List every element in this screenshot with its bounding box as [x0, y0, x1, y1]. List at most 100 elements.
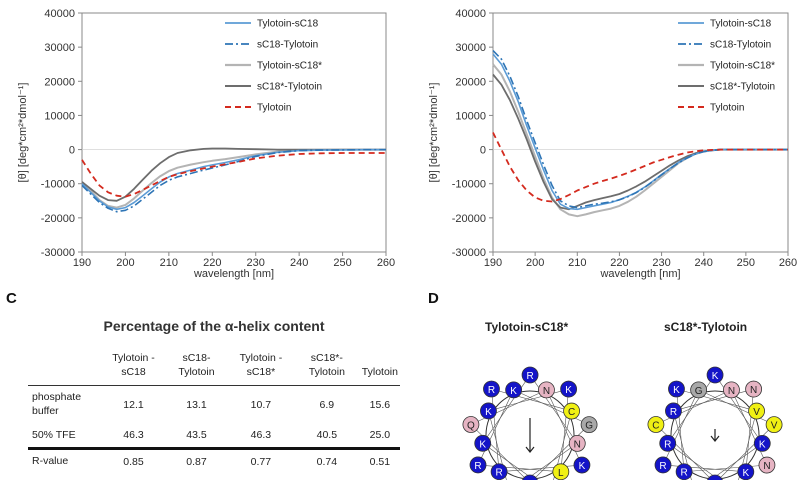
residue-letter: N [543, 386, 550, 397]
wheel-chord [553, 410, 572, 480]
residue-letter: K [510, 386, 517, 397]
residue-circle [580, 416, 598, 434]
x-tick-label: 210 [568, 257, 586, 269]
series-line-sc18-tylotoin [81, 148, 386, 213]
table-cell: 12.1 [123, 398, 144, 411]
table-corner [28, 350, 102, 386]
y-tick-label: 10000 [455, 110, 486, 122]
table-title: Percentage of the α-helix content [103, 318, 325, 334]
residue-circle [563, 402, 580, 420]
wheel-chord [673, 410, 692, 480]
series-line-tylotoin-sc18 [492, 53, 788, 211]
panel-d-letter: D [428, 290, 439, 307]
wheel-chord [529, 374, 578, 444]
y-tick-label: 40000 [455, 8, 486, 20]
residue-letter: K [742, 468, 749, 479]
table-column-header: sC18- Tylotoin [178, 352, 215, 378]
table-cell: 0.77 [250, 456, 272, 469]
residue-circle [522, 474, 538, 480]
helical-wheel-tylotoin-sc18star: NKCGNKLCRRRRKQKRKR [462, 366, 598, 480]
x-tick-label: 200 [526, 257, 544, 269]
wheel-chord [488, 388, 569, 412]
y-axis-label: [θ] [deg*cm²*dmol⁻¹] [428, 83, 440, 183]
residue-letter: K [712, 371, 719, 382]
x-tick-label: 260 [377, 257, 395, 269]
hydrophobic-moment-arrowhead [710, 435, 720, 442]
residue-letter: N [574, 439, 581, 450]
residue-circle [668, 380, 685, 398]
legend-label: Tylotoin [257, 103, 291, 114]
residue-circle [659, 434, 677, 452]
wheel-chord [731, 389, 768, 466]
residue-letter: N [750, 385, 757, 396]
wheel-chord [470, 424, 528, 480]
table-cell: 0.85 [123, 456, 144, 469]
table-cell: 46.3 [123, 429, 144, 442]
wheel-title-right: sC18*-Tylotoin [664, 320, 748, 334]
x-tick-label: 190 [484, 257, 502, 269]
residue-circle [505, 381, 523, 399]
wheel-chord [673, 388, 754, 412]
residue-circle [560, 380, 578, 398]
residue-letter: K [485, 407, 492, 418]
residue-circle [707, 474, 723, 480]
table-cell: 0.51 [369, 456, 391, 469]
table-cell: 13.1 [186, 398, 207, 411]
x-axis-label: wavelength [nm] [599, 268, 680, 280]
residue-letter: R [474, 461, 481, 472]
table-cell: 46.3 [250, 429, 272, 442]
residue-letter: R [664, 439, 671, 450]
residue-circle [474, 434, 492, 452]
row-label: R-value [32, 455, 69, 468]
residue-circle [538, 381, 555, 399]
y-tick-label: 30000 [44, 42, 75, 54]
residue-letter: R [488, 385, 495, 396]
wheel-chord [745, 389, 754, 472]
wheel-chord [655, 424, 713, 480]
wheel-chord [482, 443, 535, 480]
legend-label: Tylotoin-sC18* [257, 61, 322, 72]
table-header-row: Tylotoin -sC18 sC18- Tylotoin Tylotoin -… [28, 350, 400, 386]
y-tick-label: -10000 [452, 179, 486, 191]
helical-wheel-sc18star-tylotoin: NNVVKNKLKQRRRCRKGK [647, 366, 783, 480]
legend-label: sC18*-Tylotoin [257, 82, 322, 93]
residue-letter: G [585, 421, 593, 432]
residue-circle [748, 402, 765, 420]
y-tick-label: 0 [69, 145, 75, 157]
residue-circle [753, 434, 771, 452]
table-column-header: Tylotoin [361, 365, 398, 378]
row-label: phosphate buffer [32, 391, 82, 417]
y-tick-label: -30000 [41, 247, 75, 259]
table-cell: 43.5 [186, 429, 207, 442]
residue-letter: K [579, 461, 586, 472]
helix-content-table: Tylotoin -sC18 sC18- Tylotoin Tylotoin -… [28, 350, 400, 474]
residue-letter: G [695, 386, 703, 397]
residue-circle [665, 402, 682, 420]
y-tick-label: 40000 [44, 8, 75, 20]
residue-circle [758, 456, 776, 474]
residue-letter: C [568, 407, 575, 418]
residue-circle [654, 456, 672, 474]
x-tick-label: 240 [695, 257, 713, 269]
legend-label: Tylotoin-sC18 [257, 19, 319, 30]
series-line-tylotoin [81, 152, 386, 198]
wheel-chord [662, 464, 746, 473]
wheel-chord [513, 389, 590, 425]
residue-circle [480, 402, 497, 420]
legend-label: sC18-Tylotoin [257, 40, 318, 51]
x-axis-label: wavelength [nm] [193, 268, 274, 280]
y-tick-label: -20000 [452, 213, 486, 225]
x-tick-label: 250 [333, 257, 351, 269]
y-tick-label: -30000 [452, 247, 486, 259]
residue-letter: R [670, 407, 677, 418]
wheel-chord [684, 464, 767, 473]
wheel-chord [470, 389, 547, 425]
residue-letter: R [659, 461, 666, 472]
x-tick-label: 230 [652, 257, 670, 269]
wheel-chord [717, 424, 775, 480]
y-tick-label: 0 [480, 145, 486, 157]
x-tick-label: 190 [73, 257, 91, 269]
residue-letter: K [759, 439, 766, 450]
residue-letter: R [526, 371, 533, 382]
wheel-chord [667, 443, 720, 480]
